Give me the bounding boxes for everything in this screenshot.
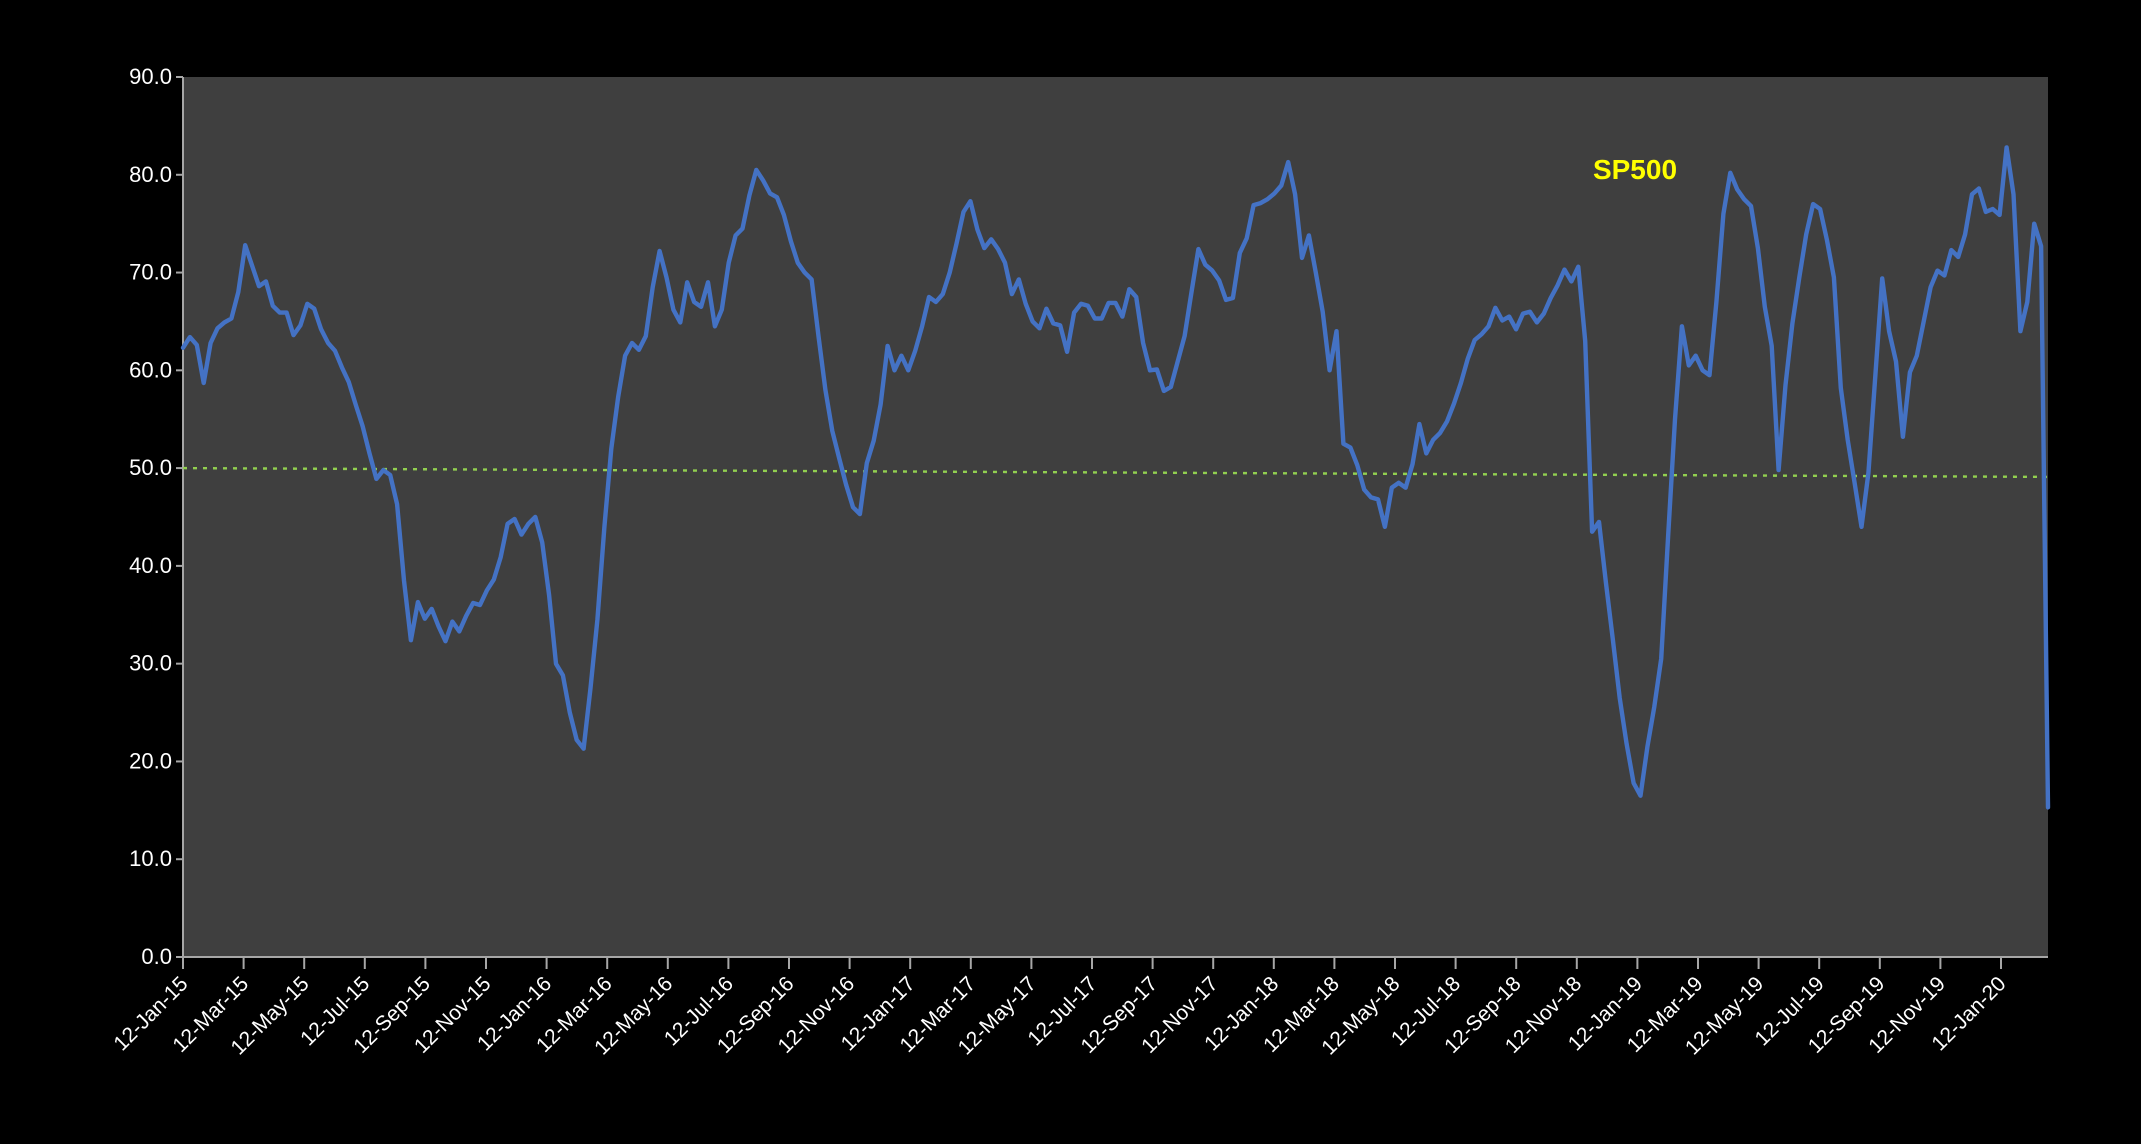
y-axis-label: 40.0 <box>129 553 172 578</box>
y-axis: 0.0 10.0 20.0 30.0 40.0 50.0 60.0 70.0 80.0 90.0 <box>129 64 184 969</box>
sp500-series-line <box>180 145 2051 810</box>
y-axis-label: 10.0 <box>129 846 172 871</box>
y-axis-label: 60.0 <box>129 357 172 382</box>
x-axis: 12-Jan-1512-Mar-1512-May-1512-Jul-1512-S… <box>109 956 2048 1060</box>
plot-area <box>183 77 2048 957</box>
series-label-sp500: SP500 <box>1593 154 1677 185</box>
y-axis-label: 90.0 <box>129 64 172 89</box>
y-axis-label: 30.0 <box>129 651 172 676</box>
y-axis-label: 80.0 <box>129 162 172 187</box>
y-axis-label: 20.0 <box>129 748 172 773</box>
y-axis-label: 50.0 <box>129 455 172 480</box>
y-axis-label: 0.0 <box>141 944 172 969</box>
reference-line-50 <box>182 466 2049 479</box>
y-axis-label: 70.0 <box>129 260 172 285</box>
